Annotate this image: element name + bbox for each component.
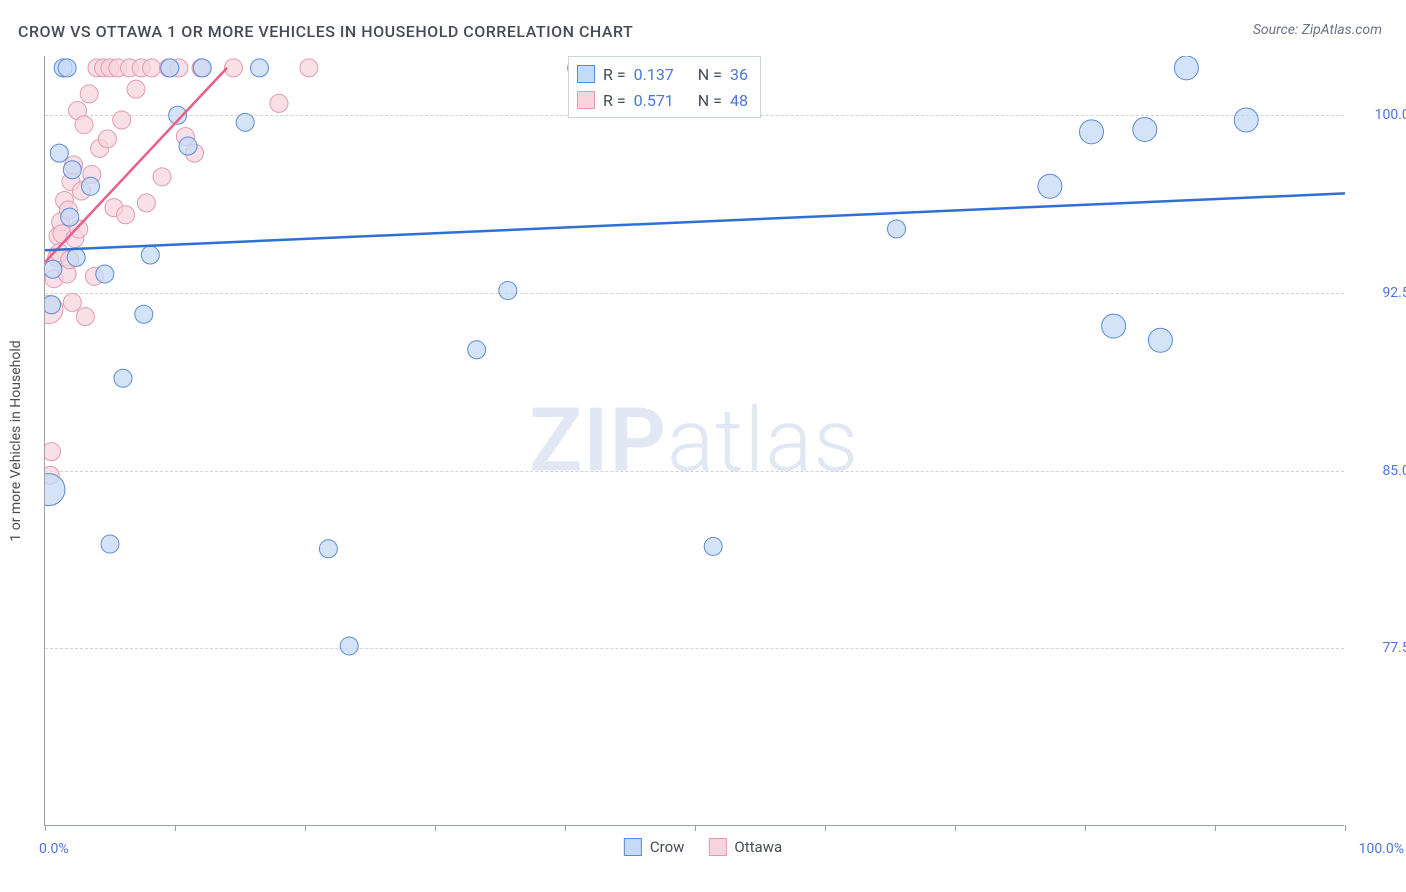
data-point — [161, 59, 179, 77]
scatter-svg — [45, 56, 1345, 826]
chart-title: CROW VS OTTAWA 1 OR MORE VEHICLES IN HOU… — [18, 22, 633, 41]
data-point — [137, 194, 155, 212]
data-point — [340, 637, 358, 655]
legend-row-crow: R = 0.137 N = 36 — [577, 61, 748, 87]
data-point — [114, 369, 132, 387]
data-point — [468, 341, 486, 359]
data-point — [63, 161, 81, 179]
x-axis-min-label: 0.0% — [39, 841, 69, 857]
plot-area: ZIPatlas 77.5%85.0%92.5%100.0% 0.0% 100.… — [44, 56, 1344, 826]
data-point — [45, 296, 61, 314]
crow-n-value: 36 — [730, 65, 748, 84]
data-point — [113, 111, 131, 129]
data-point — [58, 59, 76, 77]
y-tick-label: 85.0% — [1360, 463, 1406, 479]
ottawa-swatch-icon — [577, 91, 595, 109]
legend-item-crow: Crow — [624, 838, 685, 856]
data-point — [96, 265, 114, 283]
data-point — [1174, 56, 1198, 80]
source-attribution: Source: ZipAtlas.com — [1253, 22, 1382, 38]
legend-item-ottawa: Ottawa — [708, 838, 782, 856]
data-point — [143, 59, 161, 77]
data-point — [319, 540, 337, 558]
data-point — [141, 246, 159, 264]
data-point — [888, 220, 906, 238]
data-point — [1102, 314, 1126, 338]
data-point — [45, 443, 61, 461]
data-point — [127, 80, 145, 98]
plot-axes: 77.5%85.0%92.5%100.0% 0.0% 100.0% — [44, 56, 1344, 826]
y-tick-label: 92.5% — [1360, 285, 1406, 301]
y-tick-label: 77.5% — [1360, 640, 1406, 656]
crow-swatch-icon — [577, 65, 595, 83]
data-point — [1080, 120, 1104, 144]
data-point — [75, 116, 93, 134]
x-axis-max-label: 100.0% — [1359, 841, 1404, 857]
data-point — [704, 537, 722, 555]
correlation-legend: R = 0.137 N = 36 R = 0.571 N = 48 — [568, 56, 761, 118]
data-point — [61, 208, 79, 226]
data-point — [270, 94, 288, 112]
data-point — [101, 535, 119, 553]
data-point — [193, 59, 211, 77]
data-point — [1148, 328, 1172, 352]
data-point — [45, 474, 65, 506]
data-point — [45, 260, 62, 278]
y-tick-label: 100.0% — [1360, 107, 1406, 123]
data-point — [76, 308, 94, 326]
y-axis-title: 1 or more Vehicles in Household — [8, 340, 24, 541]
x-tick — [1345, 825, 1346, 831]
trend-line — [45, 193, 1345, 250]
data-point — [1133, 117, 1157, 141]
ottawa-swatch-icon — [708, 838, 726, 856]
series-legend: Crow Ottawa — [624, 838, 782, 856]
data-point — [225, 59, 243, 77]
data-point — [499, 282, 517, 300]
data-point — [1038, 174, 1062, 198]
crow-r-value: 0.137 — [634, 65, 674, 84]
data-point — [82, 177, 100, 195]
data-point — [63, 293, 81, 311]
data-point — [50, 144, 68, 162]
crow-swatch-icon — [624, 838, 642, 856]
legend-row-ottawa: R = 0.571 N = 48 — [577, 87, 748, 113]
data-point — [117, 206, 135, 224]
data-point — [80, 85, 98, 103]
data-point — [179, 137, 197, 155]
ottawa-r-value: 0.571 — [634, 91, 674, 110]
correlation-chart: CROW VS OTTAWA 1 OR MORE VEHICLES IN HOU… — [0, 0, 1406, 892]
data-point — [251, 59, 269, 77]
ottawa-n-value: 48 — [730, 91, 748, 110]
data-point — [1234, 108, 1258, 132]
data-point — [300, 59, 318, 77]
data-point — [236, 113, 254, 131]
data-point — [98, 130, 116, 148]
data-point — [153, 168, 171, 186]
data-point — [135, 305, 153, 323]
data-point — [67, 248, 85, 266]
